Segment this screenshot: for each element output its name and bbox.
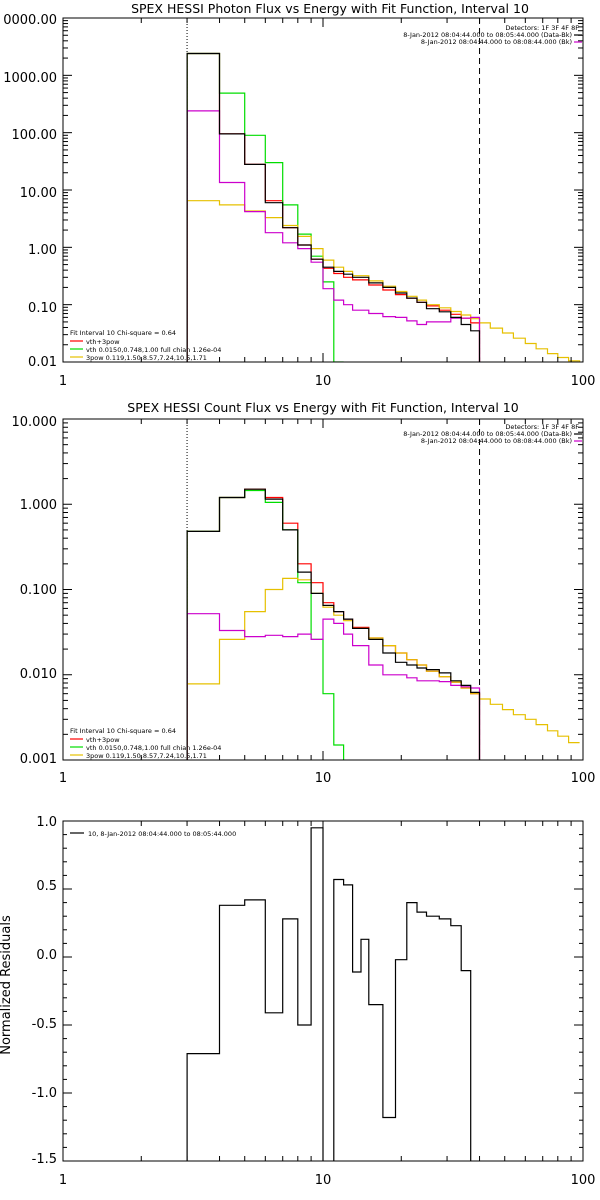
count-xtick-label: 1 xyxy=(59,771,67,786)
photon-detectors-label: Detectors: 1F 3F 4F 8F xyxy=(505,24,579,32)
residuals-ylabel: Normalized Residuals xyxy=(0,915,14,1055)
count-ytick-label: 10.000 xyxy=(12,415,58,430)
residuals-ytick-label: -0.5 xyxy=(32,1017,57,1032)
photon-legend-head: Fit Interval 10 Chi-square = 0.64 xyxy=(70,329,176,337)
residuals-xtick-label: 100 xyxy=(571,1173,596,1188)
count-legend-item-vth: vth 0.0150,0.748,1.00 full chian 1.26e-0… xyxy=(86,744,221,752)
count-ytick-label: 0.010 xyxy=(20,667,57,682)
series-3pow-line xyxy=(186,577,580,760)
residuals-legend-item: 10, 8-Jan-2012 08:04:44.000 to 08:05:44.… xyxy=(88,830,236,838)
photon-ytick-label: 100.00 xyxy=(12,128,58,143)
photon-ytick-label: 1000.00 xyxy=(3,71,57,86)
count-header-data-row: 8-Jan-2012 08:04:44.000 to 08:05:44.000 … xyxy=(403,430,572,438)
photon-ytick-label: 0000.00 xyxy=(3,13,57,28)
series-data-line xyxy=(186,110,481,362)
photon-legend-item-3pow: 3pow 0.119,1.50,8.57,7.24,10.5,1.71 xyxy=(86,354,207,362)
photon-ytick-label: 10.00 xyxy=(20,186,57,201)
residuals-xtick-label: 1 xyxy=(59,1173,67,1188)
photon-header-data-row: 8-Jan-2012 08:04:44.000 to 08:05:44.000 … xyxy=(403,31,572,39)
count-ytick-label: 1.000 xyxy=(20,498,57,513)
photon-xtick-label: 100 xyxy=(571,374,596,389)
residuals-xtick-label: 10 xyxy=(315,1173,332,1188)
photon-xtick-label: 1 xyxy=(59,374,67,389)
photon-legend-item-vth-3pow: vth+3pow xyxy=(86,338,120,346)
series-data-line xyxy=(186,613,481,760)
residuals-ytick-label: 0.0 xyxy=(36,948,57,963)
photon-legend-item-vth: vth 0.0150,0.748,1.00 full chian 1.26e-0… xyxy=(86,346,221,354)
count-legend-item-3pow: 3pow 0.119,1.50,8.57,7.24,10.5,1.71 xyxy=(86,752,207,760)
photon-ytick-label: 1.00 xyxy=(28,243,57,258)
residuals-panel: 10, 8-Jan-2012 08:04:44.000 to 08:05:44.… xyxy=(0,815,595,1188)
count-header-bk-row: 8-Jan-2012 08:04:44.000 to 08:08:44.000 … xyxy=(421,437,572,445)
residuals-ytick-label: 1.0 xyxy=(36,815,57,830)
count-xtick-label: 10 xyxy=(315,771,332,786)
count-flux-panel: SPEX HESSI Count Flux vs Energy with Fit… xyxy=(12,400,596,786)
photon-xtick-label: 10 xyxy=(315,374,332,389)
series-total-line xyxy=(186,488,481,760)
count-ytick-label: 0.100 xyxy=(20,583,57,598)
photon-flux-panel: SPEX HESSI Photon Flux vs Energy with Fi… xyxy=(3,1,595,389)
count-detectors-label: Detectors: 1F 3F 4F 8F xyxy=(505,423,579,431)
photon-header-bk-row: 8-Jan-2012 08:04:44.000 to 08:08:44.000 … xyxy=(421,38,572,46)
count-legend-item-vth-3pow: vth+3pow xyxy=(86,736,120,744)
photon-chart-title: SPEX HESSI Photon Flux vs Energy with Fi… xyxy=(131,1,529,16)
photon-ytick-label: 0.01 xyxy=(28,355,57,370)
count-chart-title: SPEX HESSI Count Flux vs Energy with Fit… xyxy=(127,400,518,415)
residuals-ytick-label: -1.0 xyxy=(32,1086,57,1101)
residuals-ytick-label: -1.5 xyxy=(32,1152,57,1167)
residuals-ytick-label: 0.5 xyxy=(36,879,57,894)
count-legend-head: Fit Interval 10 Chi-square = 0.64 xyxy=(70,727,176,735)
series-total-line xyxy=(186,52,481,362)
count-xtick-label: 100 xyxy=(571,771,596,786)
series-vth-plus-3pow-line xyxy=(186,52,481,362)
series-total-line xyxy=(186,827,472,1161)
count-ytick-label: 0.001 xyxy=(20,752,57,767)
photon-ytick-label: 0.10 xyxy=(28,301,57,316)
